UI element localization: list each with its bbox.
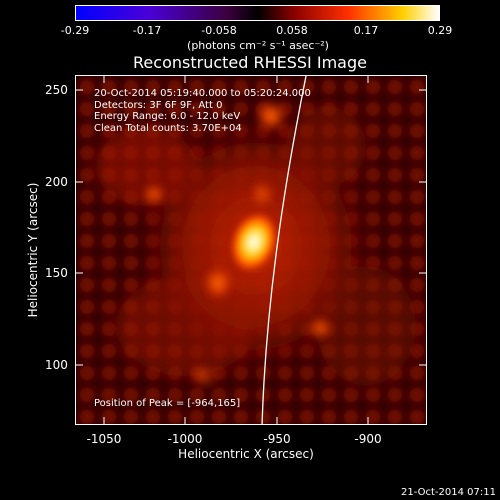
- solar-limb-line: [261, 76, 307, 424]
- colorbar-tick-label: -0.17: [132, 24, 162, 37]
- x-axis-title: Heliocentric X (arcsec): [178, 447, 314, 461]
- colorbar-tick-label: -0.058: [201, 24, 237, 37]
- y-tick-label: 200: [45, 175, 68, 189]
- y-tick-label: 250: [45, 83, 68, 97]
- colorbar-tick-label: 0.17: [353, 24, 379, 37]
- clean-counts-text: Clean Total counts: 3.70E+04: [94, 122, 242, 134]
- colorbar: [75, 5, 440, 21]
- colorbar-units: (photons cm⁻² s⁻¹ asec⁻²): [187, 39, 329, 52]
- timestamp: 21-Oct-2014 07:11: [401, 487, 496, 498]
- rhessi-image: [76, 76, 426, 424]
- colorbar-tick-label: -0.29: [60, 24, 90, 37]
- x-tick-label: -950: [263, 432, 291, 446]
- rhessi-image-panel: [75, 75, 427, 425]
- peak-position-text: Position of Peak = [-964,165]: [94, 398, 241, 409]
- x-tick-label: -1000: [167, 432, 203, 446]
- image-title: Reconstructed RHESSI Image: [133, 53, 367, 72]
- y-tick-label: 100: [45, 358, 68, 372]
- x-tick-label: -900: [354, 432, 382, 446]
- y-axis-title: Heliocentric Y (arcsec): [26, 182, 40, 318]
- colorbar-tick-label: 0.058: [276, 24, 308, 37]
- colorbar-tick-label: 0.29: [427, 24, 453, 37]
- time-range-text: 20-Oct-2014 05:19:40.000 to 05:20:24.000: [94, 88, 311, 99]
- x-tick-label: -1050: [86, 432, 122, 446]
- energy-range-text: Energy Range: 6.0 - 12.0 keV: [94, 111, 241, 122]
- detectors-text: Detectors: 3F 6F 9F, Att 0: [94, 99, 223, 111]
- image-info-block: 20-Oct-2014 05:19:40.000 to 05:20:24.000…: [94, 88, 311, 134]
- y-tick-label: 150: [45, 266, 68, 280]
